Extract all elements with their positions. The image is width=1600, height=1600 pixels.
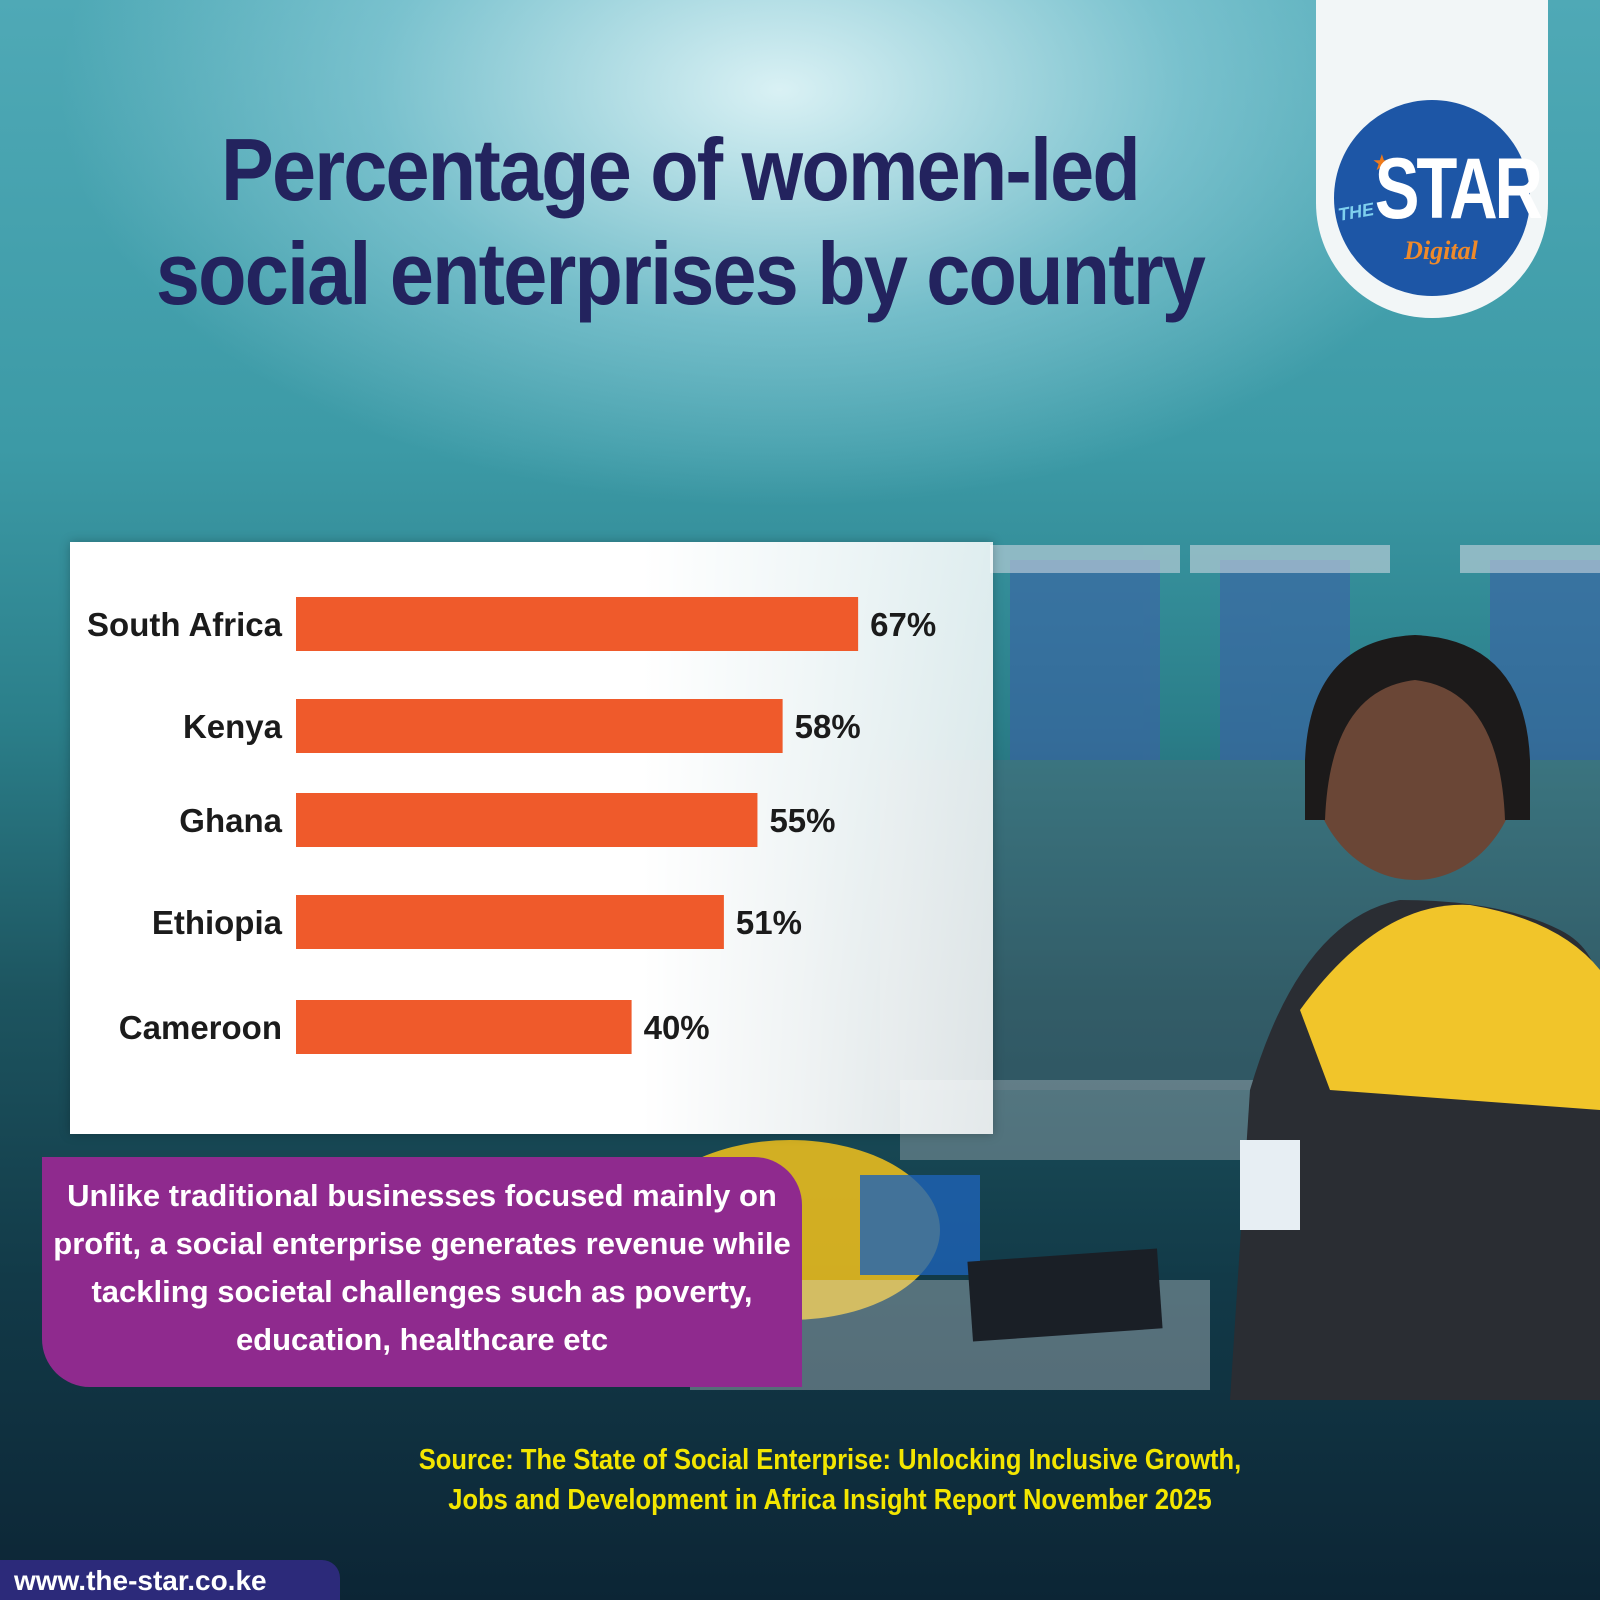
value-label: 40% <box>644 1009 710 1046</box>
source-text: Source: The State of Social Enterprise: … <box>418 1444 1242 1516</box>
category-label: South Africa <box>87 606 283 643</box>
logo-star-text: STAR <box>1374 141 1543 237</box>
bar-ethiopia <box>296 895 724 949</box>
value-label: 58% <box>795 708 861 745</box>
bar-kenya <box>296 699 783 753</box>
value-label: 55% <box>769 802 835 839</box>
bar-chart: South Africa 67% Kenya 58% Ghana 55% Ethiopia 5… <box>87 597 936 1054</box>
bar-cameroon <box>296 1000 632 1054</box>
value-label: 67% <box>870 606 936 643</box>
category-label: Ethiopia <box>152 904 283 941</box>
star-digital-logo <box>1334 100 1530 296</box>
logo-digital-text: Digital <box>1404 236 1478 265</box>
website-url[interactable]: www.the-star.co.ke <box>14 1565 267 1596</box>
bar-south-africa <box>296 597 859 651</box>
category-label: Cameroon <box>119 1009 282 1046</box>
note-text: Unlike traditional businesses focused ma… <box>53 1178 791 1357</box>
note-box <box>42 1157 802 1387</box>
value-label: 51% <box>736 904 802 941</box>
chart-title: Percentage of women-led social enterpris… <box>155 120 1206 323</box>
star-icon: ★ <box>1372 150 1392 175</box>
bar-ghana <box>296 793 758 847</box>
url-tab <box>0 1560 340 1600</box>
category-label: Ghana <box>179 802 282 839</box>
category-label: Kenya <box>183 708 283 745</box>
chart-panel: South Africa 67% Kenya 58% Ghana 55% Ethiopia 5… <box>70 542 993 1134</box>
